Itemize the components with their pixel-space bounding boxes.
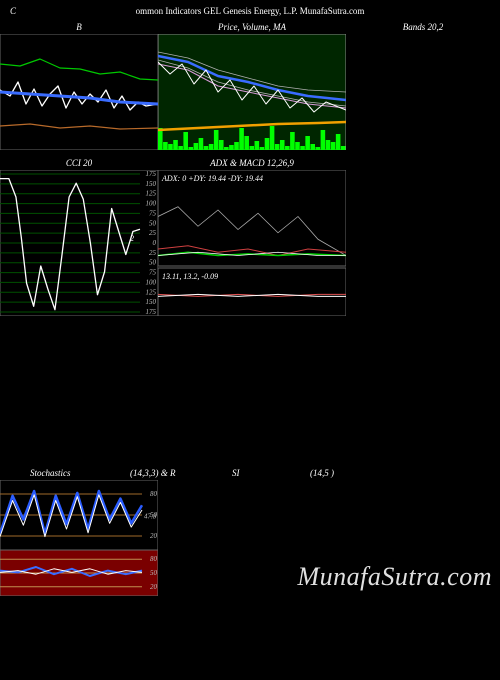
chart-cci: 17515012510075502502550751001251501752: [0, 170, 158, 316]
chart-stoch-top: 80502047.8: [0, 480, 158, 550]
svg-text:47.8: 47.8: [144, 513, 157, 521]
svg-text:2: 2: [130, 234, 134, 243]
title-adx-macd: ADX & MACD 12,26,9: [158, 156, 346, 170]
svg-text:50: 50: [150, 569, 158, 577]
svg-text:20: 20: [150, 532, 158, 540]
svg-text:0: 0: [153, 239, 157, 247]
svg-text:150: 150: [146, 298, 157, 306]
chart-price-vol: [158, 34, 346, 150]
chart-bbands: [0, 34, 158, 150]
svg-text:100: 100: [146, 200, 157, 208]
svg-text:50: 50: [149, 219, 157, 227]
title-stoch-row: Stochastics (14,3,3) & R SI (14,5 ): [0, 466, 500, 480]
title-cci: CCI 20: [0, 156, 158, 170]
svg-text:25: 25: [149, 249, 157, 257]
title-price-vol: Price, Volume, MA: [158, 20, 346, 34]
title-stoch-right: (14,5 ): [310, 466, 334, 480]
chart-grid: B Price, Volume, MA Bands 20,2 CCI 20 17…: [0, 20, 500, 596]
title-stoch-si: SI: [232, 466, 240, 480]
row-2: CCI 20 175150125100755025025507510012515…: [0, 156, 500, 316]
svg-text:13.11, 13.2, -0.09: 13.11, 13.2, -0.09: [162, 272, 218, 281]
row-1: B Price, Volume, MA Bands 20,2: [0, 20, 500, 150]
svg-text:75: 75: [149, 269, 157, 277]
root: C ommon Indicators GEL Genesis Energy, L…: [0, 0, 500, 680]
svg-text:80: 80: [150, 490, 158, 498]
svg-text:50: 50: [149, 259, 157, 267]
cell-price-vol: Price, Volume, MA: [158, 20, 346, 150]
svg-text:80: 80: [150, 555, 158, 563]
cell-cci: CCI 20 175150125100755025025507510012515…: [0, 156, 158, 316]
header-title: ommon Indicators GEL Genesis Energy, L.P…: [136, 6, 365, 16]
cell-bands-right: Bands 20,2: [346, 20, 500, 150]
svg-text:25: 25: [149, 229, 157, 237]
title-bbands-left: B: [0, 20, 158, 34]
svg-text:175: 175: [146, 308, 157, 316]
title-stoch-left: Stochastics: [30, 466, 71, 480]
cell-adx-macd: ADX & MACD 12,26,9 ADX: 0 +DY: 19.44 -DY…: [158, 156, 346, 316]
header-left-marker: C: [10, 6, 16, 16]
svg-text:125: 125: [146, 190, 157, 198]
svg-text:ADX: 0 +DY: 19.44 -DY: 19.4: ADX: 0 +DY: 19.44 -DY: 19.44: [161, 174, 263, 183]
header: C ommon Indicators GEL Genesis Energy, L…: [0, 0, 500, 16]
svg-text:100: 100: [146, 278, 157, 286]
watermark: MunafaSutra.com: [297, 562, 492, 592]
svg-text:20: 20: [150, 583, 158, 591]
title-stoch-mid: (14,3,3) & R: [130, 466, 176, 480]
row-3-spacer: [0, 316, 500, 466]
cell-bbands-left: B: [0, 20, 158, 150]
svg-text:125: 125: [146, 288, 157, 296]
svg-text:75: 75: [149, 209, 157, 217]
cell-r2-blank: [346, 156, 500, 316]
chart-stoch-bot: 80 50 20: [0, 550, 158, 596]
title-bands-right: Bands 20,2: [346, 20, 500, 34]
chart-adx-macd: ADX: 0 +DY: 19.44 -DY: 19.4413.11, 13.2,…: [158, 170, 346, 316]
svg-text:175: 175: [146, 170, 157, 178]
svg-text:150: 150: [146, 180, 157, 188]
